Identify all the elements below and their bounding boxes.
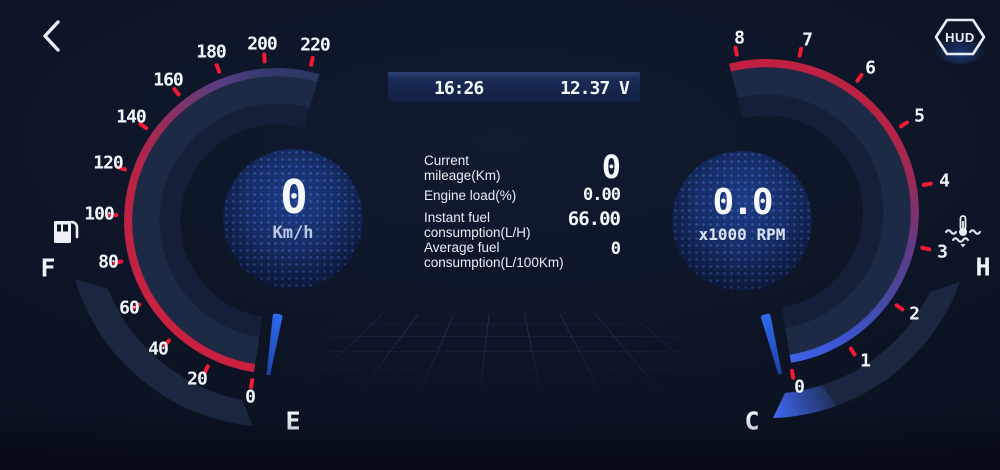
info-label-engine-load: Engine load(%) [424,188,594,204]
coolant-hot-label: H [975,252,991,282]
speed-tick-label: 80 [98,251,119,273]
info-label-line: mileage(Km) [424,167,501,183]
clock: 16:26 [434,78,484,99]
info-value-engine-load: 0.00 [583,185,621,205]
fuel-pump-icon [54,220,79,243]
speed-tick-label: 220 [300,34,330,56]
battery-voltage: 12.37 V [560,78,630,99]
tach-tick-label: 1 [860,350,871,372]
info-label-line: Engine load(%) [424,188,517,203]
speed-tick-label: 0 [245,386,256,408]
tach-tick-label: 2 [909,303,920,325]
info-value-instant-fuel: 66.00 [567,208,621,230]
info-label-line: Current [424,153,470,168]
speed-tick-label: 160 [153,69,183,91]
rpm-unit: x1000 RPM [698,225,786,244]
coolant-temp-icon [945,215,981,248]
speed-tick-label: 60 [119,297,140,319]
tach-tick-label: 6 [865,57,876,79]
back-button[interactable] [38,16,70,56]
tach-tick-label: 0 [794,376,805,398]
speed-tick-label: 140 [116,106,146,128]
coolant-cold-label: C [744,406,760,436]
back-chevron-icon [43,20,60,52]
info-label-average-fuel: Average fuel consumption(L/100Km) [424,240,594,270]
hud-button[interactable]: HUD [932,14,988,68]
tach-tick-label: 8 [734,27,745,49]
info-label-line: Average fuel [424,240,500,255]
info-value-current-mileage: 0 [601,148,621,186]
speed-value: 0 [280,170,308,224]
speed-tick-label: 120 [93,152,123,174]
info-value-average-fuel: 0 [610,239,621,259]
status-bar: 16:26 12.37 V [388,72,640,102]
speed-tick-label: 180 [196,41,226,63]
speed-tick-label: 20 [187,368,208,390]
fuel-empty-label: E [285,406,301,436]
tach-tick-label: 4 [939,170,950,192]
speed-tick-label: 200 [247,33,277,55]
info-label-current-mileage: Current mileage(Km) [424,153,594,183]
tach-tick-label: 7 [802,29,813,51]
speed-tick-label: 40 [148,338,169,360]
speed-tick-label: 100 [84,203,114,225]
speed-unit: Km/h [272,223,314,243]
speedometer-dial: 0 Km/h [223,149,363,289]
fuel-full-label: F [40,253,56,283]
hud-label: HUD [945,30,975,45]
tach-tick-label: 5 [914,105,925,127]
rpm-value: 0.0 [712,182,773,223]
info-label-line: consumption(L/100Km) [424,254,564,270]
tachometer-dial: 0.0 x1000 RPM [672,151,812,291]
